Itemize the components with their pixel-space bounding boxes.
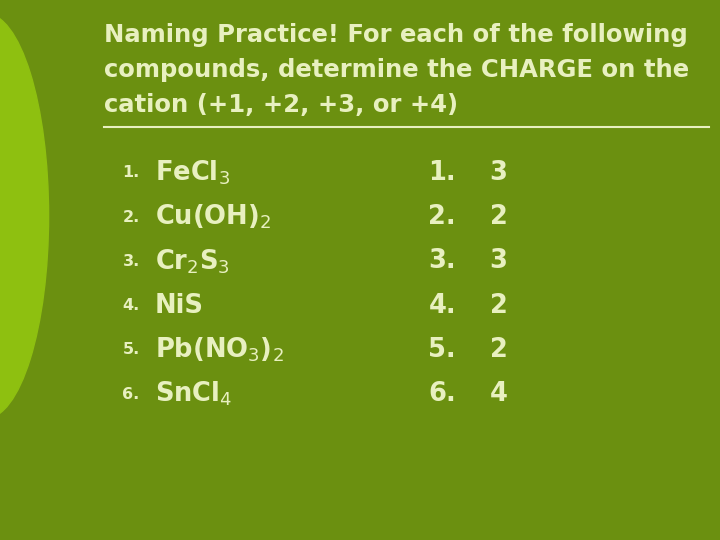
Text: 6.: 6. — [428, 381, 456, 407]
Text: SnCl$_4$: SnCl$_4$ — [155, 380, 232, 408]
Text: 4: 4 — [490, 381, 508, 407]
Text: 3.: 3. — [122, 254, 140, 269]
Text: 1.: 1. — [428, 160, 456, 186]
Text: 2.: 2. — [122, 210, 140, 225]
Text: Cr$_2$S$_3$: Cr$_2$S$_3$ — [155, 247, 230, 275]
Text: Naming Practice! For each of the following: Naming Practice! For each of the followi… — [104, 23, 688, 47]
Ellipse shape — [0, 0, 14, 462]
Text: 2: 2 — [490, 293, 508, 319]
Text: NiS: NiS — [155, 293, 204, 319]
Text: 3: 3 — [490, 160, 508, 186]
Text: Pb(NO$_3$)$_2$: Pb(NO$_3$)$_2$ — [155, 336, 284, 364]
Ellipse shape — [0, 14, 48, 418]
Text: Cu(OH)$_2$: Cu(OH)$_2$ — [155, 203, 271, 231]
Text: 3.: 3. — [428, 248, 456, 274]
Text: FeCl$_3$: FeCl$_3$ — [155, 159, 230, 187]
Text: 2: 2 — [490, 204, 508, 230]
Text: cation (+1, +2, +3, or +4): cation (+1, +2, +3, or +4) — [104, 93, 459, 117]
Text: 2: 2 — [490, 337, 508, 363]
Text: 4.: 4. — [122, 298, 140, 313]
Text: 1.: 1. — [122, 165, 140, 180]
Text: 3: 3 — [490, 248, 508, 274]
Text: 5.: 5. — [428, 337, 456, 363]
Text: 5.: 5. — [122, 342, 140, 357]
Text: compounds, determine the CHARGE on the: compounds, determine the CHARGE on the — [104, 58, 690, 82]
Text: 4.: 4. — [428, 293, 456, 319]
Text: 6.: 6. — [122, 387, 140, 402]
Text: 2.: 2. — [428, 204, 456, 230]
